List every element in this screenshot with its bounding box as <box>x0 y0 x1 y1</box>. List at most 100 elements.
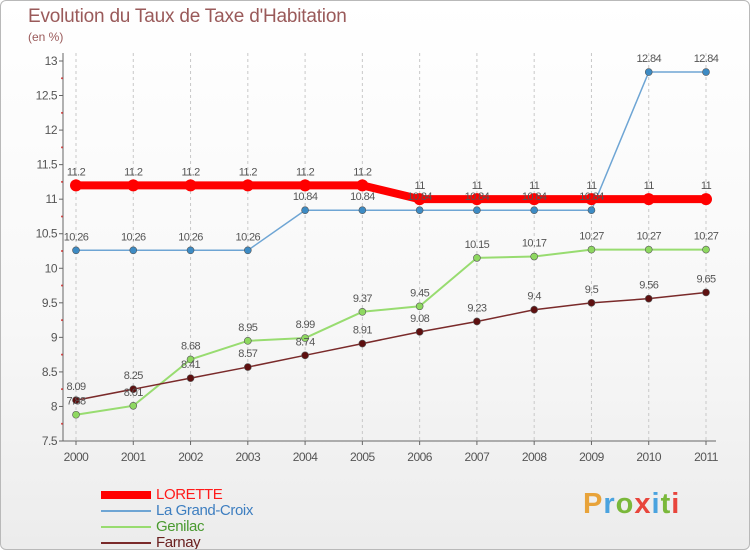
x-tick-label: 2011 <box>694 450 719 464</box>
data-point <box>299 179 312 192</box>
y-tick-label: 9.5 <box>42 296 58 310</box>
x-tick-label: 2006 <box>407 450 433 464</box>
y-minor-tick <box>61 146 63 149</box>
y-minor-tick <box>61 180 63 183</box>
data-label: 9.56 <box>639 280 658 292</box>
data-label: 8.01 <box>124 387 143 399</box>
legend-swatch <box>101 510 151 512</box>
x-tick-label: 2007 <box>465 450 491 464</box>
x-tick-label: 2002 <box>178 450 204 464</box>
y-minor-tick <box>61 111 63 114</box>
logo-letter: x <box>634 488 652 520</box>
data-label: 10.84 <box>579 191 604 203</box>
y-minor-tick <box>61 77 63 80</box>
data-label: 8.09 <box>66 381 85 393</box>
data-point <box>470 193 483 206</box>
data-label: 10.84 <box>350 191 375 203</box>
series-line-genilac <box>75 248 706 416</box>
data-label: 10.27 <box>694 231 719 243</box>
data-label: 10.15 <box>465 239 490 251</box>
data-label: 8.74 <box>296 336 315 348</box>
x-tick-label: 2010 <box>636 450 662 464</box>
data-point <box>186 355 195 364</box>
x-tick-label: 2001 <box>121 450 147 464</box>
data-label: 12.84 <box>636 53 661 65</box>
data-point <box>358 307 367 316</box>
data-label: 10.26 <box>121 231 146 243</box>
data-label: 9.4 <box>527 291 541 303</box>
data-point <box>473 254 481 262</box>
data-label: 10.26 <box>178 231 203 243</box>
data-label: 10.26 <box>64 231 89 243</box>
x-tick-label: 2004 <box>293 450 319 464</box>
data-point <box>530 206 538 215</box>
data-label: 11.2 <box>181 166 200 178</box>
data-point <box>184 179 197 192</box>
data-point <box>528 193 541 206</box>
data-label: 10.27 <box>636 231 661 243</box>
x-tick-label: 2009 <box>579 450 605 464</box>
data-point <box>700 193 712 206</box>
legend-swatch <box>101 542 151 544</box>
data-point <box>413 193 426 206</box>
data-label: 11 <box>701 180 712 192</box>
logo-letter: t <box>660 488 672 520</box>
legend-label: Genilac <box>156 518 205 535</box>
data-point <box>644 294 653 303</box>
data-label: 8.25 <box>124 370 143 382</box>
data-label: 11.2 <box>67 166 86 178</box>
series-line-farnay <box>75 291 707 401</box>
data-point <box>473 206 481 215</box>
logo-letter: P <box>583 488 604 520</box>
y-minor-tick <box>61 388 63 391</box>
legend-swatch <box>101 526 151 528</box>
data-label: 9.08 <box>410 313 429 325</box>
data-label: 11 <box>644 180 655 192</box>
y-minor-tick <box>61 215 63 218</box>
data-label: 10.84 <box>407 191 432 203</box>
y-minor-tick <box>61 319 63 322</box>
legend-label: Farnay <box>156 534 201 550</box>
data-label: 9.5 <box>585 284 599 296</box>
data-label: 11 <box>415 180 426 192</box>
logo-letter: i <box>651 488 661 520</box>
chart-unit: (en %) <box>28 30 64 44</box>
data-label: 12.84 <box>694 53 719 65</box>
data-label: 11.2 <box>239 166 258 178</box>
chart-series <box>70 68 712 419</box>
data-point <box>129 385 138 393</box>
y-tick-label: 12 <box>45 123 58 137</box>
y-tick-label: 11 <box>46 192 58 206</box>
data-label: 8.57 <box>238 348 257 360</box>
data-label: 10.27 <box>579 231 604 243</box>
data-point <box>244 363 252 371</box>
y-tick-label: 10 <box>45 261 58 275</box>
chart-title: Evolution du Taux de Taxe d'Habitation <box>28 6 347 27</box>
data-point <box>358 339 367 348</box>
data-point <box>415 328 424 336</box>
y-tick-label: 11.5 <box>37 158 58 172</box>
data-point <box>72 396 80 405</box>
data-label: 8.68 <box>181 340 200 352</box>
data-label: 11 <box>529 180 540 192</box>
data-point <box>415 302 424 311</box>
data-point <box>301 206 309 215</box>
y-minor-tick <box>61 422 63 425</box>
y-minor-tick <box>61 284 63 287</box>
data-point <box>530 252 538 261</box>
data-point <box>702 245 710 254</box>
logo-letter: i <box>671 488 681 520</box>
data-label: 10.84 <box>522 191 547 203</box>
data-point <box>356 179 369 192</box>
x-tick-label: 2008 <box>522 450 548 464</box>
logo-letter: o <box>615 488 635 520</box>
data-point <box>642 193 655 206</box>
data-label: 7.88 <box>66 396 85 408</box>
data-label: 9.45 <box>410 287 429 299</box>
data-label: 8.41 <box>181 359 200 371</box>
chart-axes: 7.5 8 8.5 9 9.5 10 10.5 11 11.5 12 12.5 13 2000 2001 2… <box>36 53 719 464</box>
data-point <box>702 68 710 76</box>
data-label: 9.23 <box>467 302 486 314</box>
